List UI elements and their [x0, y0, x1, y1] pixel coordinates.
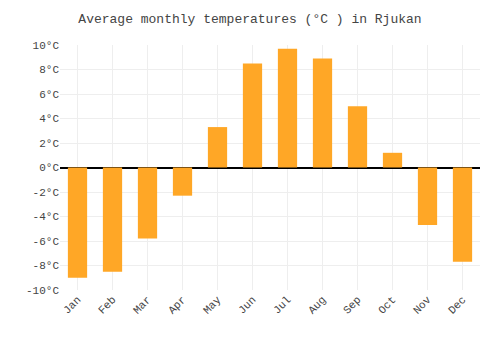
svg-text:0°C: 0°C — [39, 162, 59, 174]
svg-text:8°C: 8°C — [39, 64, 59, 76]
svg-text:-8°C: -8°C — [33, 260, 60, 272]
svg-text:-6°C: -6°C — [33, 236, 60, 248]
svg-text:-2°C: -2°C — [33, 187, 60, 199]
svg-text:Oct: Oct — [376, 294, 398, 316]
svg-text:Jan: Jan — [61, 294, 83, 316]
svg-text:10°C: 10°C — [33, 40, 60, 52]
svg-text:Feb: Feb — [96, 294, 118, 316]
svg-text:-4°C: -4°C — [33, 211, 60, 223]
svg-text:4°C: 4°C — [39, 113, 59, 125]
svg-text:2°C: 2°C — [39, 138, 59, 150]
svg-text:Aug: Aug — [306, 294, 328, 316]
svg-text:Dec: Dec — [446, 294, 468, 316]
svg-text:Nov: Nov — [411, 294, 434, 317]
svg-text:6°C: 6°C — [39, 89, 59, 101]
svg-text:May: May — [201, 294, 224, 317]
svg-text:-10°C: -10°C — [26, 285, 59, 297]
svg-text:Sep: Sep — [341, 294, 363, 316]
svg-text:Jun: Jun — [236, 294, 258, 316]
svg-text:Mar: Mar — [131, 294, 153, 316]
svg-text:Jul: Jul — [271, 294, 293, 316]
svg-text:Apr: Apr — [166, 294, 188, 316]
svg-text:Average monthly temperatures (: Average monthly temperatures (°C ) in Rj… — [78, 12, 421, 27]
